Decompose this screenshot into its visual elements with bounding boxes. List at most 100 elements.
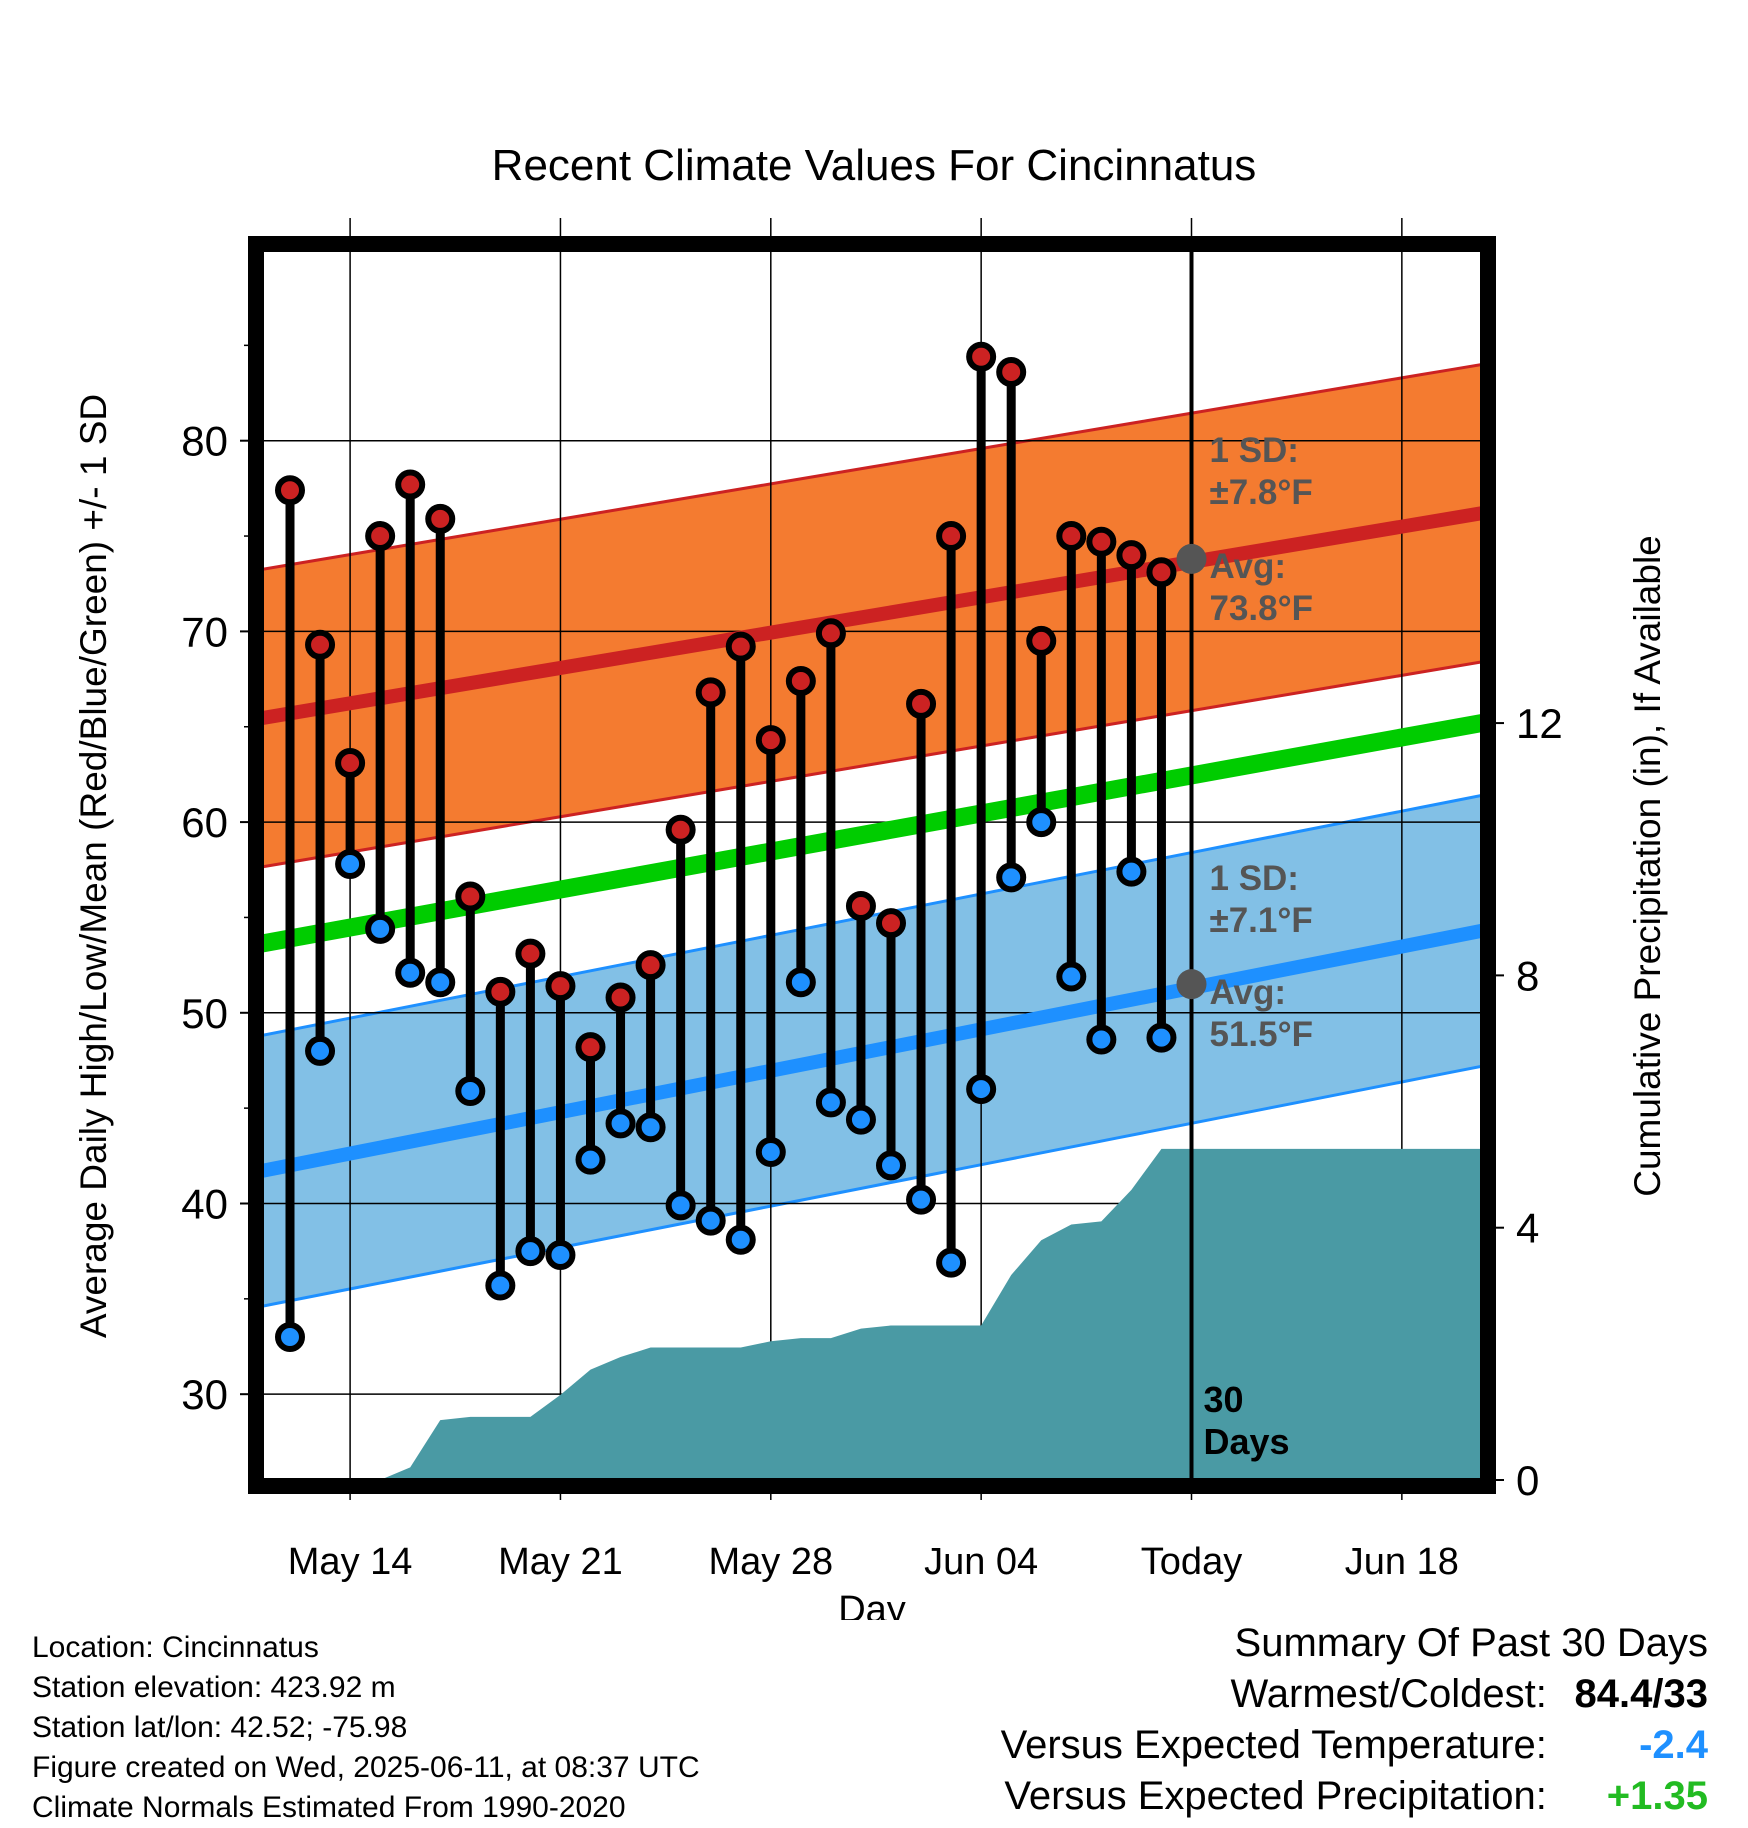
high-point: [305, 629, 336, 660]
info-created: Figure created on Wed, 2025-06-11, at 08…: [32, 1751, 700, 1784]
low-sd-label: 1 SD:: [1210, 859, 1299, 898]
low-point: [335, 849, 366, 880]
low-point: [1146, 1022, 1177, 1053]
x-tick-label: Jun 18: [1345, 1541, 1459, 1583]
low-point: [455, 1075, 486, 1106]
y-tick-label: 80: [181, 418, 228, 465]
y-tick-label: 60: [181, 799, 228, 846]
low-point: [1086, 1024, 1117, 1055]
low-point: [365, 913, 396, 944]
low-sd-value: ±7.1°F: [1210, 901, 1313, 940]
high-point: [1146, 557, 1177, 588]
y-tick-label: 70: [181, 608, 228, 655]
high-band-upper: [262, 362, 1482, 571]
high-point: [1086, 526, 1117, 557]
high-point: [876, 908, 906, 939]
low-point: [695, 1205, 726, 1236]
low-point: [1116, 856, 1147, 887]
summary-precip-value: +1.35: [1606, 1774, 1708, 1818]
window-days-value: 30: [1204, 1379, 1244, 1420]
high-avg-value: 73.8°F: [1210, 589, 1314, 628]
info-location: Location: Cincinnatus: [32, 1631, 319, 1664]
high-point: [695, 677, 726, 708]
x-tick-label: Today: [1141, 1541, 1242, 1583]
high-point: [605, 982, 636, 1013]
high-point: [425, 503, 456, 534]
y2-tick-label: 0: [1516, 1457, 1539, 1504]
low-point: [575, 1144, 606, 1175]
station-info: Location: Cincinnatus Station elevation:…: [32, 1628, 700, 1828]
summary-precip-row: Versus Expected Precipitation: +1.35: [1001, 1771, 1708, 1822]
high-point: [545, 971, 576, 1002]
high-sd-value: ±7.8°F: [1210, 473, 1313, 512]
low-point: [275, 1321, 305, 1352]
low-point: [815, 1087, 846, 1118]
summary-temp-value: -2.4: [1639, 1723, 1708, 1767]
high-point: [725, 631, 756, 662]
info-elevation: Station elevation: 423.92 m: [32, 1671, 396, 1704]
high-avg-label: Avg:: [1210, 547, 1286, 586]
y-tick-label: 40: [181, 1180, 228, 1227]
precip-area: [275, 1148, 1482, 1480]
low-point: [485, 1270, 516, 1301]
window-days-unit: Days: [1204, 1421, 1290, 1462]
high-point: [845, 891, 876, 921]
summary-title: Summary Of Past 30 Days: [1234, 1621, 1708, 1665]
x-tick-label: May 14: [288, 1541, 413, 1583]
high-point: [275, 475, 305, 506]
low-point: [996, 862, 1027, 893]
low-point: [635, 1112, 666, 1143]
info-normals: Climate Normals Estimated From 1990-2020: [32, 1791, 626, 1824]
y2-tick-label: 8: [1516, 952, 1539, 999]
low-point: [966, 1074, 997, 1105]
high-point: [906, 688, 937, 719]
summary-warmest-value: 84.4/33: [1574, 1672, 1708, 1716]
high-point: [966, 341, 997, 372]
high-point: [665, 814, 696, 845]
low-point: [305, 1035, 336, 1066]
today-low-avg-dot: [1176, 969, 1207, 1000]
normal-low-line: [262, 923, 1482, 1178]
low-point: [906, 1184, 937, 1215]
low-point: [755, 1137, 786, 1167]
y2-axis-label: Cumulative Precipitation (in), If Availa…: [1627, 535, 1668, 1197]
summary-temp-label: Versus Expected Temperature:: [1000, 1723, 1547, 1767]
high-point: [936, 521, 967, 552]
low-point: [1056, 961, 1087, 992]
x-axis-label: Day: [838, 1589, 906, 1620]
high-point: [996, 357, 1027, 388]
chart-title: Recent Climate Values For Cincinnatus: [492, 141, 1257, 190]
info-latlon: Station lat/lon: 42.52; -75.98: [32, 1711, 408, 1744]
high-point: [635, 950, 666, 981]
summary-warmest-row: Warmest/Coldest: 84.4/33: [1001, 1669, 1709, 1720]
high-band-lower: [262, 660, 1482, 869]
high-point: [485, 976, 516, 1007]
high-point: [785, 665, 816, 696]
low-point: [515, 1236, 546, 1267]
low-point: [936, 1247, 967, 1278]
x-tick-label: Jun 04: [924, 1541, 1038, 1583]
high-point: [815, 618, 846, 649]
high-point: [335, 747, 366, 778]
high-point: [575, 1032, 606, 1063]
low-point: [395, 957, 426, 988]
low-point: [725, 1224, 756, 1255]
x-tick-label: May 21: [498, 1541, 623, 1583]
summary-panel: Summary Of Past 30 Days Warmest/Coldest:…: [1001, 1618, 1708, 1822]
x-tick-label: May 28: [708, 1541, 833, 1583]
low-point: [1026, 807, 1057, 838]
low-point: [876, 1150, 906, 1181]
high-point: [515, 938, 546, 969]
y-axis-label: Average Daily High/Low/Mean (Red/Blue/Gr…: [73, 394, 114, 1338]
low-point: [425, 967, 456, 998]
high-point: [1056, 521, 1087, 552]
normal-high-line: [262, 506, 1482, 726]
climate-chart: Recent Climate Values For Cincinnatus 1 …: [73, 141, 1668, 1620]
y-tick-label: 30: [181, 1371, 228, 1418]
summary-temp-row: Versus Expected Temperature: -2.4: [1001, 1720, 1708, 1771]
low-avg-value: 51.5°F: [1210, 1015, 1314, 1054]
low-band-lower: [262, 1064, 1482, 1308]
today-high-avg-dot: [1176, 543, 1207, 574]
summary-precip-label: Versus Expected Precipitation:: [1004, 1774, 1547, 1818]
low-avg-label: Avg:: [1210, 973, 1286, 1012]
